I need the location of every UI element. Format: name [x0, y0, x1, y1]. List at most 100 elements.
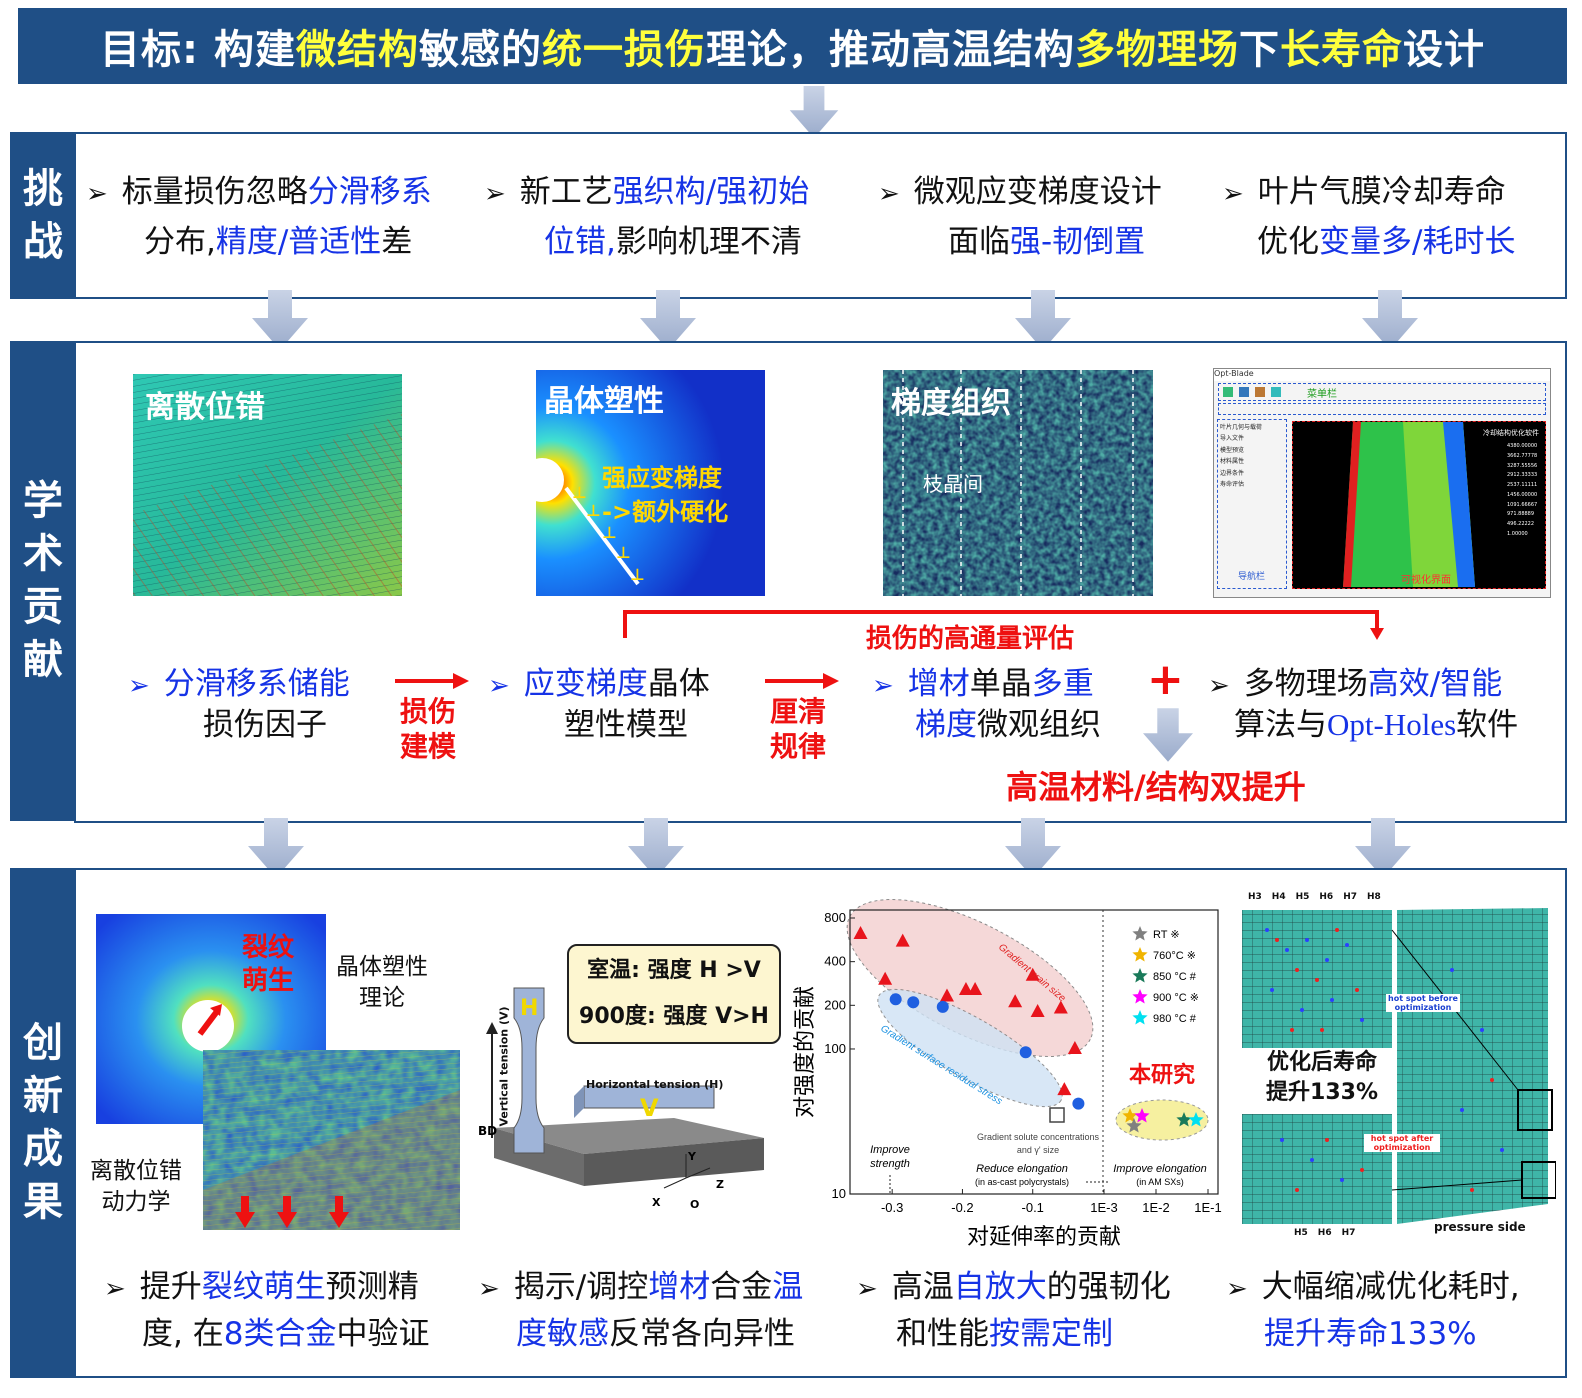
challenge-3-text-c: 面临: [948, 223, 1010, 260]
y-tick-label: 10: [832, 1186, 846, 1201]
y-axis-label: Y: [688, 1150, 696, 1163]
dislocation-dynamics-image: [203, 1050, 460, 1230]
data-point-triangle: [1053, 1000, 1068, 1014]
horizontal-tension-label: Horizontal tension (H): [586, 1078, 724, 1091]
svg-text:⊥: ⊥: [572, 483, 587, 502]
crack-initiation-line1: 裂纹: [242, 933, 295, 963]
high-throughput-bracket: [623, 610, 1384, 640]
this-study-star-icon: [1188, 1112, 1204, 1127]
nav-bar-label: 导航栏: [1238, 571, 1266, 582]
discrete-dislocation-image: 离散位错: [133, 374, 402, 596]
sidebar-contribution-char-3: 贡: [23, 584, 63, 630]
legend-label: 850 °C #: [1153, 971, 1197, 983]
am-specimen-illustration: [486, 987, 764, 1189]
legend-label: RT ※: [1153, 929, 1180, 941]
sidebar-innovation: 创 新 成 果: [10, 868, 76, 1378]
data-point-circle: [1072, 1097, 1085, 1110]
strain-gradient-note: 强应变梯度 ->额外硬化: [602, 462, 728, 529]
data-point-circle: [889, 993, 902, 1006]
bullet-icon: ➢: [484, 179, 506, 209]
data-point-triangle: [1008, 994, 1023, 1008]
this-study-label: 本研究: [1129, 1062, 1195, 1088]
toolbar-icon: [1223, 387, 1233, 397]
hole-label: H7: [1341, 1228, 1356, 1238]
gradient-microstructure-label: 梯度组织: [891, 386, 1011, 421]
hot-spot-before-label: hot spot before optimization: [1386, 994, 1460, 1012]
software-panel-title: 冷却结构优化软件: [1483, 429, 1539, 437]
down-arrow-icon: [1362, 290, 1418, 350]
discrete-dislocation-label: 离散位错: [145, 390, 265, 425]
innovation-3-highlight-b: 自放大: [953, 1269, 1047, 1305]
innovation-1-text-d: 度, 在: [142, 1315, 224, 1352]
gradient-microstructure-image: 梯度组织 枝晶间: [883, 370, 1153, 596]
hole-label: H5: [1295, 892, 1310, 902]
legend-label: 900 °C ※: [1153, 992, 1199, 1004]
sidebar-challenge-char-2: 战: [23, 218, 63, 265]
nav-tree-item: 边界条件: [1220, 469, 1245, 477]
nav-tree-item: 叶片几何与载荷: [1220, 424, 1263, 431]
crystal-plasticity-label: 晶体塑性: [544, 384, 664, 419]
sidebar-challenge: 挑 战: [10, 132, 76, 299]
challenge-section: [74, 132, 1567, 299]
data-point-triangle: [878, 971, 893, 985]
down-arrow-icon: [640, 290, 696, 350]
red-arrow-icon: [765, 673, 839, 689]
down-arrow-icon: [1355, 818, 1411, 878]
specimen-v-label: V: [640, 1094, 659, 1122]
room-temp-strength: 室温: 强度 H >V: [587, 958, 761, 983]
bullet-icon: ➢: [1226, 1274, 1248, 1304]
x-tick-label: 1E-3: [1090, 1200, 1117, 1215]
legend-label: 760°C ※: [1153, 950, 1196, 962]
crystal-plasticity-image: ⊥ ⊥ ⊥ ⊥ ⊥ 晶体塑性 强应变梯度 ->额外硬化: [536, 370, 765, 596]
annotation-improve-elongation-sub: (in AM SXs): [1136, 1177, 1184, 1187]
goal-text-5: 设计: [1402, 27, 1485, 73]
x-tick-label: -0.1: [1022, 1200, 1044, 1215]
colorbar-tick: 496.22222: [1507, 521, 1535, 527]
sidebar-innovation-char-1: 创: [23, 1020, 63, 1067]
colorbar-tick: 4380.00000: [1507, 443, 1538, 449]
challenge-1-highlight-b: 分滑移系: [307, 174, 432, 210]
colorbar-tick: 3662.77778: [1507, 452, 1538, 459]
hole-labels-top: H3 H4 H5 H6 H7 H8: [1248, 892, 1381, 902]
sidebar-contribution-char-4: 献: [23, 636, 63, 683]
challenge-2-text-a: 新工艺: [519, 174, 613, 210]
life-improvement-line1: 优化后寿命: [1266, 1050, 1377, 1075]
goal-text-1: 目标: 构建: [100, 27, 296, 73]
life-improvement-label: 优化后寿命 提升133%: [1250, 1048, 1394, 1114]
y-tick-label: 800: [824, 910, 846, 925]
colorbar-tick: 971.88889: [1507, 511, 1535, 518]
goal-highlight-1: 微结构: [295, 27, 419, 73]
bd-axis-label: BD: [478, 1124, 498, 1138]
legend-star-icon: [1132, 926, 1148, 941]
toolbar-icon: [1271, 387, 1281, 397]
challenge-item-2: ➢ 新工艺强织构/强初始 位错,影响机理不清: [484, 168, 809, 267]
bullet-icon: ➢: [856, 1274, 878, 1304]
strain-gradient-note-line1: 强应变梯度: [602, 464, 722, 492]
data-point-triangle: [968, 982, 983, 996]
contribution-4-text-c: 算法与: [1234, 706, 1327, 743]
contribution-3-highlight-c: 多重: [1031, 666, 1094, 702]
annotation-improve-strength-2: strength: [870, 1158, 910, 1170]
bullet-icon: ➢: [488, 671, 510, 701]
challenge-2-text-e: 影响机理不清: [615, 223, 802, 260]
x-tick-label: 1E-1: [1194, 1200, 1221, 1215]
chart-frame: [849, 909, 1219, 1195]
data-point-triangle: [853, 926, 868, 940]
toolbar-icon: [1255, 387, 1265, 397]
innovation-3-text-a: 高温: [891, 1269, 954, 1305]
innovation-4-text-a: 大幅缩减优化耗时,: [1261, 1269, 1520, 1305]
sidebar-innovation-char-2: 新: [23, 1073, 63, 1120]
contribution-item-3: ➢ 增材单晶多重 梯度微观组织: [872, 664, 1101, 746]
goal-highlight-4: 长寿命: [1279, 27, 1403, 73]
cp-theory-line1: 晶体塑性: [336, 954, 428, 980]
goal-text-3: 理论，推动高温结构: [705, 27, 1075, 73]
annotation-solute: Gradient solute concentrations: [977, 1132, 1100, 1142]
challenge-1-text-a: 标量损伤忽略: [121, 174, 308, 210]
contribution-4-text-e: 软件: [1456, 706, 1519, 743]
challenge-1-text-e: 差: [381, 223, 413, 260]
x-tick-label: 1E-2: [1142, 1200, 1169, 1215]
life-improvement-line2: 提升133%: [1266, 1079, 1378, 1105]
clarify-law-line1: 厘清: [770, 695, 827, 728]
legend-star-icon: [1132, 1010, 1148, 1025]
software-slider: [1218, 403, 1546, 415]
